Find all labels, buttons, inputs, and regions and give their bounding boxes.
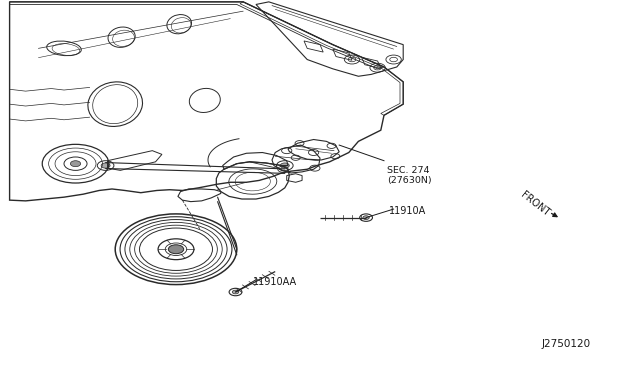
- Circle shape: [232, 290, 239, 294]
- Text: J2750120: J2750120: [542, 339, 591, 349]
- Text: SEC. 274
(27630N): SEC. 274 (27630N): [387, 166, 432, 185]
- Circle shape: [363, 216, 369, 219]
- Circle shape: [229, 288, 242, 296]
- Circle shape: [168, 245, 184, 254]
- Text: 11910A: 11910A: [389, 206, 426, 217]
- Circle shape: [101, 163, 110, 168]
- Text: FRONT: FRONT: [519, 190, 551, 218]
- Text: 11910AA: 11910AA: [253, 277, 297, 287]
- Circle shape: [280, 163, 289, 168]
- Circle shape: [360, 214, 372, 221]
- Circle shape: [70, 161, 81, 167]
